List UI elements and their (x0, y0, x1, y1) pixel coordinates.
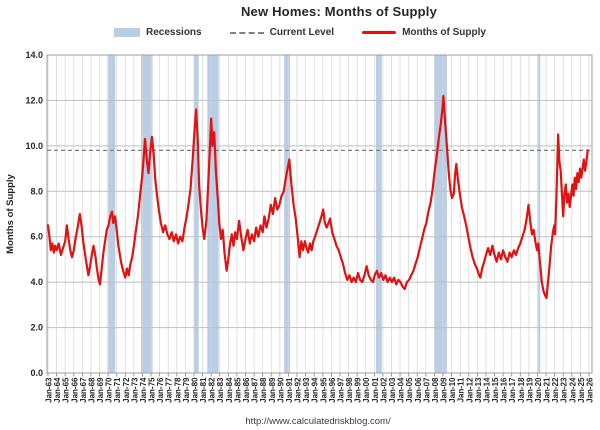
x-tick-label: Jan-98 (345, 377, 354, 403)
legend-label: Months of Supply (402, 27, 486, 38)
x-tick-label: Jan-66 (70, 377, 79, 403)
x-tick-label: Jan-78 (173, 377, 182, 403)
x-tick-label: Jan-01 (371, 377, 380, 403)
x-tick-label: Jan-86 (242, 377, 251, 403)
recession-band (433, 55, 447, 373)
y-tick-label: 14.0 (25, 50, 43, 60)
x-tick-label: Jan-82 (208, 377, 217, 403)
x-tick-label: Jan-16 (500, 377, 509, 403)
y-tick-label: 4.0 (30, 277, 43, 287)
x-tick-label: Jan-93 (302, 377, 311, 403)
x-tick-label: Jan-12 (465, 377, 474, 403)
x-tick-label: Jan-71 (113, 377, 122, 403)
plot-border (46, 54, 593, 374)
recession-band (207, 55, 219, 373)
x-tick-label: Jan-90 (276, 377, 285, 403)
x-tick-label: Jan-85 (233, 377, 242, 403)
x-tick-label: Jan-75 (148, 377, 157, 403)
legend-label: Recessions (146, 27, 202, 38)
x-tick-label: Jan-06 (414, 377, 423, 403)
x-tick-label: Jan-67 (79, 377, 88, 403)
x-tick-label: Jan-95 (319, 377, 328, 403)
x-tick-label: Jan-64 (53, 377, 62, 403)
x-tick-label: Jan-20 (534, 377, 543, 403)
recession-band (193, 55, 199, 373)
x-tick-label: Jan-23 (560, 377, 569, 403)
x-tick-label: Jan-05 (405, 377, 414, 403)
x-tick-label: Jan-70 (105, 377, 114, 403)
x-tick-label: Jan-97 (336, 377, 345, 403)
y-tick-label: 8.0 (30, 186, 43, 196)
supply-line-swatch (362, 30, 397, 35)
x-tick-label: Jan-22 (551, 377, 560, 403)
x-tick-label: Jan-72 (122, 377, 131, 403)
x-tick-label: Jan-02 (379, 377, 388, 403)
x-tick-label: Jan-91 (285, 377, 294, 403)
y-tick-label: 10.0 (25, 141, 43, 151)
x-tick-label: Jan-87 (251, 377, 260, 403)
x-tick-label: Jan-96 (328, 377, 337, 403)
x-tick-label: Jan-92 (294, 377, 303, 403)
chart-legend: Recessions Current Level Months of Suppl… (0, 27, 600, 38)
plot-background (47, 55, 592, 373)
x-tick-label: Jan-03 (388, 377, 397, 403)
y-tick-label: 12.0 (25, 95, 43, 105)
x-tick-label: Jan-10 (448, 377, 457, 403)
x-tick-label: Jan-00 (362, 377, 371, 403)
x-tick-label: Jan-14 (482, 377, 491, 403)
x-tick-label: Jan-18 (517, 377, 526, 403)
legend-label: Current Level (269, 27, 335, 38)
x-tick-label: Jan-89 (268, 377, 277, 403)
recession-band (376, 55, 382, 373)
x-tick-label: Jan-26 (586, 377, 595, 403)
x-tick-label: Jan-68 (87, 377, 96, 403)
x-tick-label: Jan-08 (431, 377, 440, 403)
current-level-swatch (229, 31, 264, 34)
source-url: http://www.calculatedriskblog.com/ (245, 416, 391, 427)
x-tick-label: Jan-63 (45, 377, 54, 403)
chart-title: New Homes: Months of Supply (240, 4, 438, 19)
x-tick-label: Jan-79 (182, 377, 191, 403)
x-tick-label: Jan-17 (508, 377, 517, 403)
y-tick-label: 2.0 (30, 323, 43, 333)
x-tick-label: Jan-09 (440, 377, 449, 403)
y-tick-label: 6.0 (30, 232, 43, 242)
x-tick-label: Jan-19 (525, 377, 534, 403)
recession-band (141, 55, 153, 373)
y-axis-title: Months of Supply (5, 173, 16, 253)
x-tick-label: Jan-24 (568, 377, 577, 403)
x-tick-label: Jan-11 (457, 377, 466, 402)
x-tick-label: Jan-83 (216, 377, 225, 403)
x-tick-label: Jan-73 (130, 377, 139, 403)
legend-item-recessions: Recessions (114, 27, 202, 38)
x-tick-label: Jan-15 (491, 377, 500, 403)
x-tick-label: Jan-25 (577, 377, 586, 403)
x-tick-label: Jan-81 (199, 377, 208, 403)
recession-band (538, 55, 541, 373)
x-tick-label: Jan-80 (190, 377, 199, 403)
x-tick-label: Jan-21 (543, 377, 552, 403)
x-tick-label: Jan-69 (96, 377, 105, 403)
legend-item-months-of-supply: Months of Supply (362, 27, 486, 38)
x-tick-label: Jan-99 (354, 377, 363, 403)
x-tick-label: Jan-07 (422, 377, 431, 403)
x-tick-label: Jan-94 (311, 377, 320, 403)
legend-item-current-level: Current Level (229, 27, 335, 38)
recession-band (284, 55, 291, 373)
y-tick-label: 0.0 (30, 368, 43, 378)
x-tick-label: Jan-77 (165, 377, 174, 403)
x-tick-label: Jan-65 (62, 377, 71, 403)
x-tick-label: Jan-13 (474, 377, 483, 403)
x-tick-label: Jan-76 (156, 377, 165, 403)
x-tick-label: Jan-88 (259, 377, 268, 403)
recession-band-swatch (114, 28, 141, 37)
x-tick-label: Jan-74 (139, 377, 148, 403)
x-tick-label: Jan-04 (397, 377, 406, 403)
x-tick-label: Jan-84 (225, 377, 234, 403)
months-of-supply-line (46, 94, 589, 300)
